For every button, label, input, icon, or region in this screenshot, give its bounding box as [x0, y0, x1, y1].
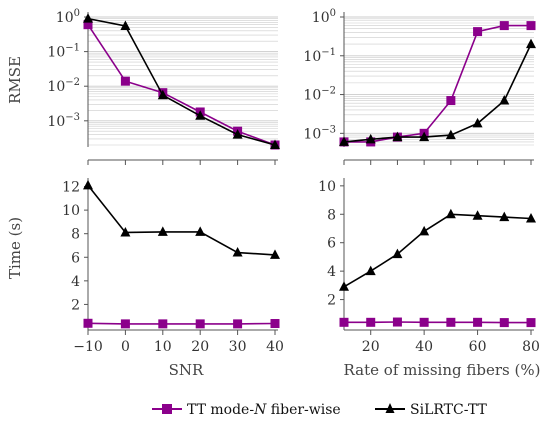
panel-bottom-left-ytick-label: 6 — [71, 250, 80, 266]
panel-top-right-ytick-label: 100 — [312, 8, 336, 26]
panel-bottom-left-silrtc-point — [83, 179, 93, 190]
panel-bottom-right-silrtc-point — [339, 281, 349, 291]
panel-bottom-left-xtick-label: −10 — [73, 339, 103, 355]
panel-bottom-left-silrtc-point — [157, 226, 168, 236]
panel-top-right-silrtc-point — [339, 136, 349, 146]
panel-bottom-left-series-silrtc-line — [87, 184, 276, 256]
panel-bottom-right-xtick-label: 20 — [362, 339, 380, 355]
legend-silrtc-label: SiLRTC-TT — [410, 402, 488, 418]
panel-bottom-right-ytick-label: 6 — [327, 236, 336, 252]
panel-bottom-left-ytick-label: 4 — [71, 274, 80, 290]
panel-top-left-series-silrtc-line — [87, 17, 276, 146]
legend: TT mode-N fiber-wise SiLRTC-TT — [152, 402, 488, 418]
panel-bottom-right-tt-point — [419, 317, 429, 327]
panel-bottom-left-xlabel: SNR — [169, 361, 204, 379]
panel-bottom-right-tt-point — [392, 317, 402, 327]
panel-bottom-left-xtick-label: 10 — [154, 339, 172, 355]
panel-bottom-left-xtick-label: 20 — [191, 339, 209, 355]
panel-top-right-tt-point — [526, 21, 536, 31]
panel-top-right-silrtc-point — [499, 95, 510, 105]
panel-bottom-right-ytick-label: 2 — [327, 293, 336, 309]
panel-top-right-silrtc-point — [526, 38, 536, 49]
panel-top-right-ytick-label: 10−2 — [303, 86, 336, 104]
panel-bottom-left-ytick-label: 8 — [71, 227, 80, 243]
panel-top-right-series-tt-line — [344, 24, 531, 143]
panel-bottom-right-tt-point — [473, 317, 483, 327]
panel-top-left-ytick-label: 10−2 — [47, 77, 80, 95]
panel-bottom-left-silrtc-point — [232, 247, 243, 257]
panel-top-left-silrtc-point — [83, 13, 93, 23]
panel-bottom-left-tt-point — [195, 319, 205, 329]
legend-tt-marker — [162, 404, 172, 414]
panel-top-left-silrtc-point — [195, 110, 206, 120]
panel-bottom-right-silrtc-point — [472, 210, 483, 220]
panel-bottom-left-xtick-label: 0 — [121, 339, 130, 355]
panel-bottom-right-tt-point — [446, 317, 456, 327]
panel-top-left-silrtc-point — [232, 129, 243, 139]
panel-bottom-right-tt-point — [339, 317, 349, 327]
panel-top-left-silrtc-point — [270, 139, 280, 149]
panel-bottom-right-tt-point — [526, 318, 536, 328]
panel-bottom-right-xlabel: Rate of missing fibers (%) — [344, 361, 541, 379]
panel-top-left-tt-point — [83, 20, 93, 30]
panel-bottom-right-tt-point — [499, 318, 509, 328]
panel-bottom-right-tt-point — [366, 317, 376, 327]
panel-top-right-silrtc-point — [472, 117, 483, 128]
panel-bottom-left-silrtc-point — [270, 249, 280, 259]
panel-bottom-left-tt-point — [270, 319, 280, 329]
panel-bottom-left-tt-point — [83, 318, 93, 328]
panel-bottom-left-silrtc-point — [195, 226, 206, 236]
panel-top-left-tt-point — [120, 76, 130, 86]
panel-bottom-right-silrtc-point — [419, 225, 430, 236]
panel-bottom-left-ytick-label: 12 — [62, 180, 80, 196]
panel-bottom-right-silrtc-point — [392, 248, 403, 259]
panel-top-right-ytick-label: 10−1 — [303, 47, 336, 65]
panel-bottom-right-xtick-label: 60 — [469, 339, 487, 355]
panel-bottom-right-silrtc-point — [365, 265, 376, 276]
panel-bottom-right-xtick-label: 40 — [415, 339, 433, 355]
legend-silrtc-marker — [385, 403, 395, 413]
panel-top-left-ytick-label: 10−3 — [47, 112, 80, 130]
panel-bottom-right-ytick-label: 10 — [318, 179, 336, 195]
panel-bottom-right-silrtc-point — [526, 213, 536, 223]
panel-top-right-tt-point — [446, 96, 456, 106]
panel-bottom-right-xtick-label: 80 — [522, 339, 540, 355]
panel-top-left-ytick-label: 10−1 — [47, 43, 80, 61]
panel-top-right-silrtc-point — [445, 129, 456, 140]
panel-top-right-tt-point — [499, 21, 509, 31]
panel-top-left-ytick-label: 100 — [56, 8, 80, 26]
panel-top-right-silrtc-point — [365, 133, 376, 144]
panel-bottom-left-series-tt-line — [87, 322, 276, 325]
panel-top-left-series-tt-line — [87, 24, 276, 146]
legend-tt-label: TT mode-N fiber-wise — [187, 402, 341, 418]
panel-top-right-series-silrtc-line — [343, 43, 532, 143]
panel-bottom-right-series-silrtc-line — [343, 213, 532, 288]
panel-bottom-left-xtick-label: 30 — [229, 339, 247, 355]
panel-bottom-left-tt-point — [233, 319, 243, 329]
panel-top-right-tt-point — [473, 27, 483, 37]
panel-top-right-silrtc-point — [419, 131, 430, 142]
panel-bottom-left-silrtc-point — [120, 227, 131, 237]
panel-top-left-silrtc-point — [120, 20, 131, 30]
panel-bottom-right-silrtc-point — [445, 208, 456, 219]
panel-bottom-right-ytick-label: 4 — [327, 264, 336, 280]
panel-bottom-left-ylabel: Time (s) — [6, 217, 24, 279]
panel-bottom-left-tt-point — [120, 319, 130, 329]
panel-top-right-ytick-label: 10−3 — [303, 124, 336, 142]
panel-top-left-ylabel: RMSE — [6, 56, 24, 104]
panel-bottom-left-tt-point — [158, 319, 168, 329]
panel-bottom-right-ytick-label: 8 — [327, 207, 336, 223]
panel-top-left-silrtc-point — [157, 89, 168, 100]
panel-bottom-left-xtick-label: 40 — [266, 339, 284, 355]
panel-bottom-right-silrtc-point — [499, 211, 510, 222]
panel-top-right-silrtc-point — [392, 131, 403, 142]
panel-bottom-left-ytick-label: 2 — [71, 297, 80, 313]
panel-bottom-left-ytick-label: 10 — [62, 203, 80, 219]
